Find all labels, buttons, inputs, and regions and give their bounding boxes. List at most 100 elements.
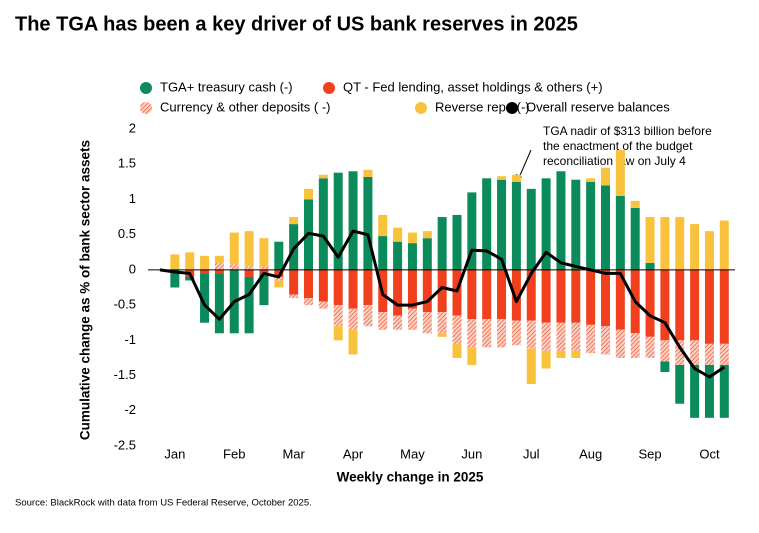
legend-label: TGA+ treasury cash (-) (160, 79, 293, 94)
bar-segment (526, 320, 536, 349)
y-tick-label: 0.5 (118, 226, 136, 241)
bar-segment (363, 169, 373, 177)
bar-segment (259, 273, 269, 306)
annotation: reconciliation law on July 4 (543, 154, 686, 168)
bar-segment (630, 200, 640, 208)
y-tick-label: 0 (129, 261, 136, 276)
bar-segment (407, 243, 417, 270)
bar-segment (719, 269, 729, 344)
bar-segment (378, 236, 388, 270)
bar-segment (541, 322, 551, 351)
bar-segment (467, 192, 477, 270)
bar-segment (511, 174, 521, 182)
bar-segment (571, 350, 581, 358)
bar-segment (511, 320, 521, 346)
bar-segment (541, 269, 551, 323)
bar-segment (704, 231, 714, 270)
bar-segment (615, 269, 625, 330)
bar-segment (630, 333, 640, 358)
bar-segment (289, 217, 299, 225)
x-tick-label: Jun (461, 446, 482, 461)
bar-segment (407, 232, 417, 244)
bar-segment (259, 269, 269, 274)
bar-segment (615, 150, 625, 196)
x-tick-label: Aug (579, 446, 602, 461)
bar-segment (348, 171, 358, 270)
x-tick-label: Mar (282, 446, 305, 461)
bar-segment (318, 174, 328, 179)
bar-segment (304, 298, 313, 306)
bar-segment (422, 238, 432, 270)
bar-segment (556, 171, 566, 270)
bar-segment (393, 227, 403, 242)
bar-segment (675, 340, 685, 365)
bar-segment (304, 188, 313, 200)
bar-segment (541, 178, 551, 270)
bar-segment (482, 319, 492, 348)
bar-segment (289, 294, 299, 299)
bar-segment (467, 347, 477, 365)
bar-segment (526, 188, 536, 270)
bar-segment (645, 269, 655, 337)
bar-segment (615, 195, 625, 270)
x-tick-label: Apr (343, 446, 364, 461)
bar-segment (185, 276, 195, 281)
bar-segment (422, 231, 432, 239)
bar-segment (556, 322, 566, 351)
annotation: the enactment of the budget (543, 139, 693, 153)
bar-segment (333, 269, 343, 306)
bar-segment (244, 276, 254, 334)
bar-segment (348, 269, 358, 309)
bar-segment (675, 217, 685, 270)
bar-segment (511, 181, 521, 270)
bar-segment (497, 179, 507, 270)
bar-segment (452, 315, 462, 344)
bar-segment (571, 179, 581, 270)
bar-segment (289, 269, 299, 295)
bar-segment (318, 178, 328, 270)
bar-segment (467, 319, 477, 348)
bar-segment (645, 336, 655, 358)
y-tick-label: 1.5 (118, 156, 136, 171)
y-tick-label: -2.5 (114, 437, 136, 452)
bar-segment (467, 269, 477, 320)
y-tick-label: -0.5 (114, 297, 136, 312)
bar-segment (214, 262, 224, 270)
chart-title: The TGA has been a key driver of US bank… (15, 13, 578, 35)
x-tick-label: May (400, 446, 425, 461)
bar-segment (497, 319, 507, 348)
bar-segment (244, 266, 254, 270)
bar-segment (348, 308, 358, 330)
legend-marker (323, 82, 335, 94)
bar-segment (704, 364, 714, 418)
bar-segment (244, 231, 254, 267)
bar-segment (200, 273, 210, 323)
bar-segment (259, 238, 269, 267)
bar-segment (437, 312, 447, 334)
bar-segment (422, 312, 432, 334)
bar-segment (586, 269, 596, 325)
x-tick-label: Jan (164, 446, 185, 461)
bar-segment (378, 312, 388, 330)
x-axis-label: Weekly change in 2025 (337, 470, 484, 485)
bar-segment (214, 269, 224, 274)
bar-segment (497, 269, 507, 320)
bar-segment (645, 217, 655, 263)
bar-segment (259, 266, 269, 270)
bar-segment (571, 322, 581, 351)
bar-segment (274, 276, 284, 281)
bar-segment (363, 269, 373, 306)
bar-segment (511, 269, 521, 321)
bar-segment (229, 232, 239, 265)
bar-segment (274, 280, 284, 288)
bar-segment (526, 269, 536, 321)
bar-segment (660, 361, 670, 373)
bar-segment (452, 343, 462, 358)
bar-segment (229, 264, 239, 270)
bar-segment (704, 343, 714, 365)
line-series (159, 229, 726, 379)
bar-segment (690, 224, 700, 270)
legend-marker (506, 102, 518, 114)
legend-label: Currency & other deposits ( -) (160, 99, 331, 114)
